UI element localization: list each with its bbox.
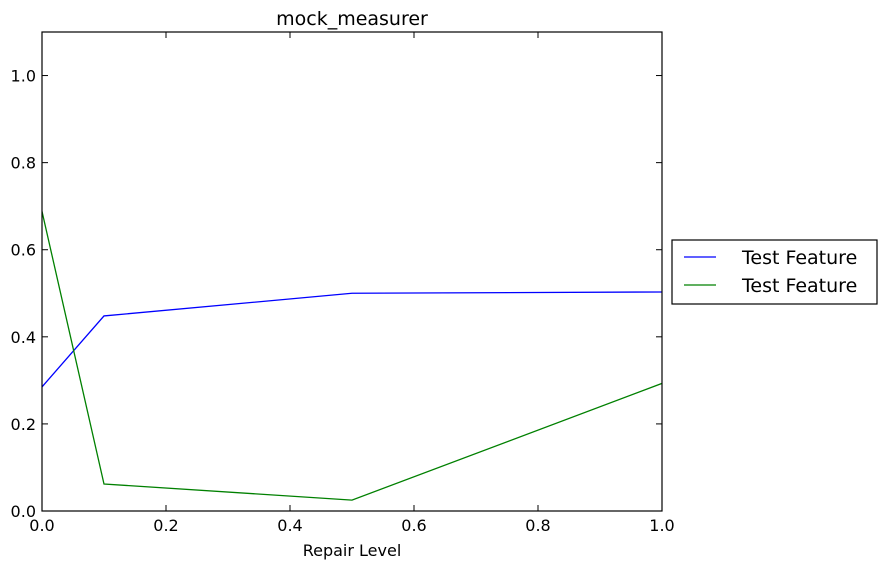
series-line-2 xyxy=(42,211,662,501)
plot-frame xyxy=(41,31,663,512)
x-tick-label: 0.8 xyxy=(525,516,550,535)
x-tick-label: 0.2 xyxy=(153,516,178,535)
x-tick-label: 0.6 xyxy=(401,516,426,535)
y-tick-label: 0.6 xyxy=(11,241,36,260)
y-tick-label: 0.2 xyxy=(11,415,36,434)
y-tick-label: 1.0 xyxy=(11,67,36,86)
legend-label-series-2: Test Feature xyxy=(741,275,857,297)
legend-label-series-1: Test Feature xyxy=(741,247,857,269)
legend: Test Feature Test Feature xyxy=(671,239,878,305)
x-tick-label: 0.0 xyxy=(29,516,54,535)
legend-box xyxy=(671,239,878,305)
y-tick-label: 0.8 xyxy=(11,154,36,173)
ticks-layer: 0.0 0.2 0.4 0.6 0.8 1.0 0.0 0.2 0.4 0.6 0.8 1.0 xyxy=(11,32,675,535)
x-tick-label: 1.0 xyxy=(649,516,674,535)
series-line-1 xyxy=(42,291,662,388)
y-tick-label: 0.0 xyxy=(11,502,36,521)
series-layer xyxy=(42,211,662,501)
x-axis-label: Repair Level xyxy=(303,541,402,560)
chart-title: mock_measurer xyxy=(276,8,428,30)
x-tick-label: 0.4 xyxy=(277,516,302,535)
y-tick-label: 0.4 xyxy=(11,328,36,347)
